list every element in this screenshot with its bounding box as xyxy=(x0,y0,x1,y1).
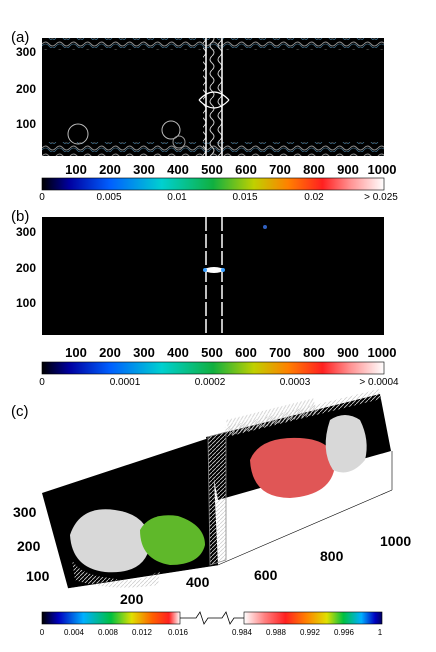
y-tick: 300 xyxy=(13,504,37,520)
x-tick: 700 xyxy=(269,162,291,177)
colorbar-tick: 0.01 xyxy=(167,192,187,203)
panel-c-plot xyxy=(42,389,393,589)
y-tick: 300 xyxy=(15,225,36,239)
white-phase-blob-right xyxy=(325,415,367,473)
x-tick: 800 xyxy=(303,345,325,360)
x-tick: 1000 xyxy=(367,162,397,177)
x-tick: 300 xyxy=(133,162,155,177)
colorbar-tick: 0.012 xyxy=(131,628,153,637)
panel-c-colorbar xyxy=(41,611,383,625)
colorbar-tick: 0.005 xyxy=(96,192,122,203)
colorbar-tick: 0.984 xyxy=(231,628,253,637)
y-tick: 200 xyxy=(17,538,41,554)
x-tick: 500 xyxy=(201,162,223,177)
x-tick: 400 xyxy=(186,574,210,590)
colorbar-tick: 0 xyxy=(39,628,45,637)
x-tick: 500 xyxy=(201,345,223,360)
y-tick: 200 xyxy=(15,261,36,275)
colorbar-tick: 0.008 xyxy=(97,628,119,637)
white-phase-blob-left xyxy=(70,509,150,573)
x-tick: 100 xyxy=(65,162,87,177)
x-tick: 200 xyxy=(99,162,121,177)
x-tick: 700 xyxy=(269,345,291,360)
x-tick: 400 xyxy=(167,162,189,177)
colorbar-tick: 0.0002 xyxy=(194,377,226,388)
green-phase-blob xyxy=(140,515,205,565)
x-tick: 100 xyxy=(65,345,87,360)
x-tick: 800 xyxy=(303,162,325,177)
red-phase-blob xyxy=(250,437,335,498)
panel-b-plot xyxy=(42,217,384,335)
y-tick: 100 xyxy=(15,117,36,131)
panel-a-plot xyxy=(42,38,384,156)
panel-b-label: (b) xyxy=(11,208,30,225)
x-tick: 900 xyxy=(337,162,359,177)
x-tick: 300 xyxy=(133,345,155,360)
colorbar-tick: 1 xyxy=(377,628,383,637)
colorbar-tick: 0.0001 xyxy=(109,377,141,388)
x-tick: 400 xyxy=(167,345,189,360)
panel-a-colorbar xyxy=(41,177,385,191)
x-tick: 1000 xyxy=(367,345,397,360)
y-tick: 200 xyxy=(15,82,36,96)
x-tick: 600 xyxy=(254,567,278,583)
colorbar-tick: 0.016 xyxy=(167,628,189,637)
colorbar-tick: 0.02 xyxy=(304,192,324,203)
colorbar-tick: 0.988 xyxy=(265,628,287,637)
colorbar-tick: 0.015 xyxy=(232,192,258,203)
x-tick: 800 xyxy=(320,548,344,564)
colorbar-tick: 0 xyxy=(39,192,45,203)
x-tick: 1000 xyxy=(380,533,412,549)
colorbar-tick: > 0.0004 xyxy=(359,377,399,388)
panel-b-colorbar xyxy=(41,361,385,375)
colorbar-tick: > 0.025 xyxy=(364,192,398,203)
x-tick: 200 xyxy=(99,345,121,360)
y-tick: 100 xyxy=(15,296,36,310)
panel-a-label: (a) xyxy=(11,29,30,46)
panel-c-label: (c) xyxy=(11,403,29,420)
colorbar-tick: 0.996 xyxy=(333,628,355,637)
x-tick: 600 xyxy=(235,162,257,177)
x-tick: 200 xyxy=(120,591,144,607)
colorbar-tick: 0 xyxy=(39,377,45,388)
colorbar-tick: 0.0003 xyxy=(279,377,311,388)
colorbar-tick: 0.004 xyxy=(63,628,85,637)
x-tick: 600 xyxy=(235,345,257,360)
y-tick: 300 xyxy=(15,45,36,59)
colorbar-tick: 0.992 xyxy=(299,628,321,637)
y-tick: 100 xyxy=(26,568,50,584)
x-tick: 900 xyxy=(337,345,359,360)
